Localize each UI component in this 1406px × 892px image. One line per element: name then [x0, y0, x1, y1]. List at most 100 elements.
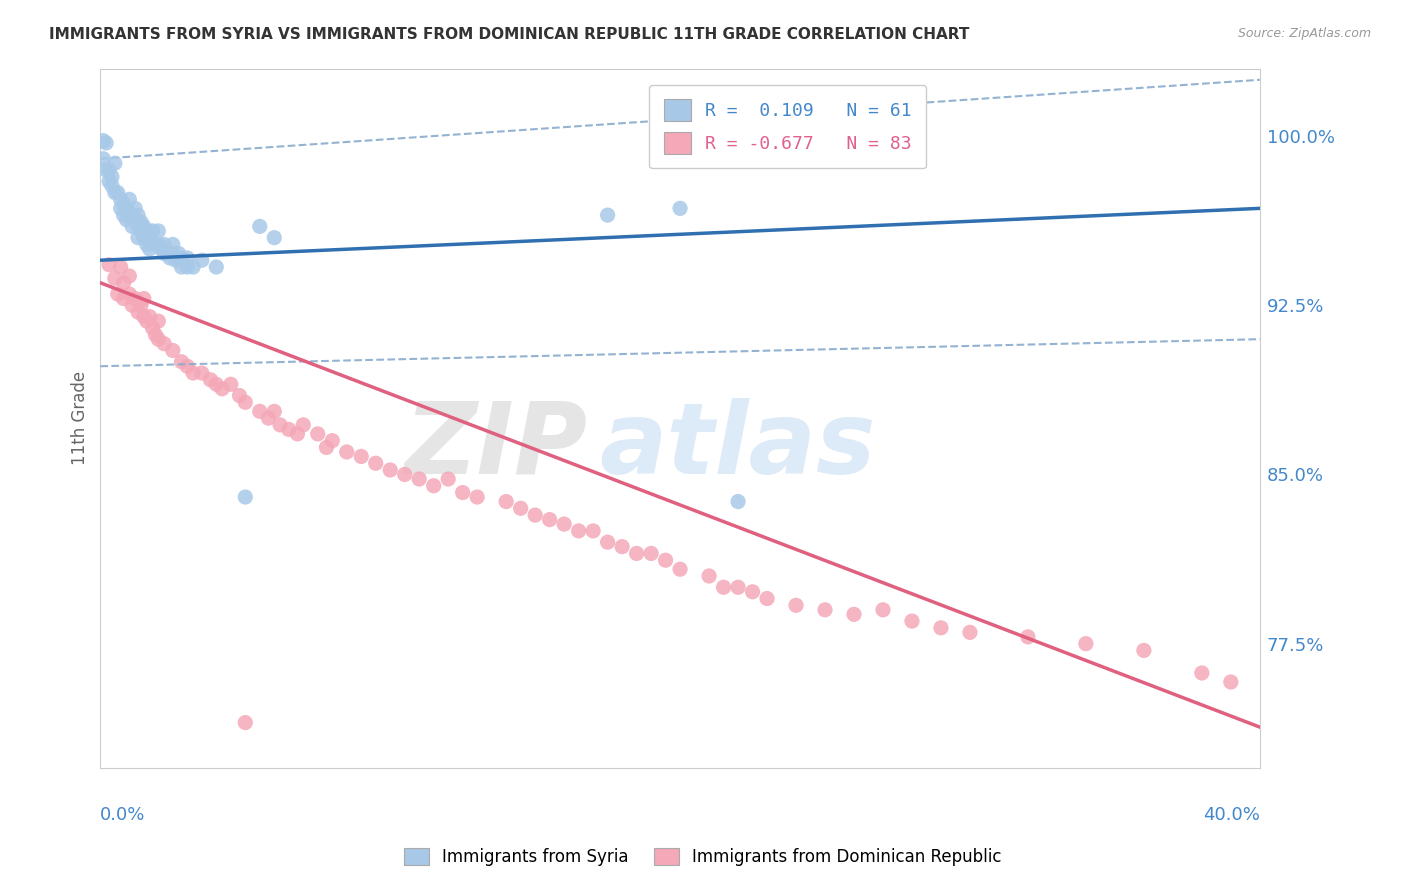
- Point: [727, 580, 749, 594]
- Point: [654, 553, 676, 567]
- Point: [153, 336, 176, 351]
- Point: [596, 535, 619, 549]
- Point: [205, 260, 228, 274]
- Point: [159, 251, 181, 265]
- Point: [1017, 630, 1039, 644]
- Legend: Immigrants from Syria, Immigrants from Dominican Republic: Immigrants from Syria, Immigrants from D…: [396, 840, 1010, 875]
- Text: 40.0%: 40.0%: [1204, 806, 1260, 824]
- Point: [94, 136, 117, 150]
- Point: [107, 287, 129, 301]
- Point: [901, 614, 924, 628]
- Point: [141, 321, 163, 335]
- Point: [156, 246, 179, 260]
- Y-axis label: 11th Grade: 11th Grade: [72, 371, 89, 465]
- Point: [132, 230, 155, 244]
- Point: [112, 208, 135, 222]
- Point: [176, 260, 198, 274]
- Point: [669, 202, 692, 216]
- Point: [263, 404, 285, 418]
- Text: ZIP: ZIP: [405, 398, 588, 494]
- Point: [249, 219, 271, 234]
- Point: [233, 490, 256, 504]
- Point: [170, 260, 193, 274]
- Point: [104, 271, 127, 285]
- Point: [553, 517, 575, 532]
- Point: [228, 388, 250, 402]
- Point: [162, 237, 184, 252]
- Point: [118, 287, 141, 301]
- Point: [98, 174, 121, 188]
- Point: [321, 434, 343, 448]
- Point: [640, 546, 662, 560]
- Point: [132, 292, 155, 306]
- Point: [307, 426, 329, 441]
- Point: [91, 134, 114, 148]
- Point: [292, 417, 315, 432]
- Point: [135, 237, 157, 252]
- Point: [94, 163, 117, 178]
- Point: [124, 292, 146, 306]
- Point: [669, 562, 692, 576]
- Point: [118, 268, 141, 283]
- Point: [110, 202, 132, 216]
- Point: [121, 298, 143, 312]
- Text: 0.0%: 0.0%: [100, 806, 146, 824]
- Point: [495, 494, 517, 508]
- Point: [191, 253, 214, 268]
- Point: [394, 467, 416, 482]
- Point: [104, 156, 127, 170]
- Point: [135, 224, 157, 238]
- Point: [91, 152, 114, 166]
- Point: [1133, 643, 1156, 657]
- Point: [110, 192, 132, 206]
- Point: [842, 607, 865, 622]
- Point: [437, 472, 460, 486]
- Point: [257, 411, 280, 425]
- Point: [263, 230, 285, 244]
- Point: [697, 569, 720, 583]
- Point: [148, 237, 170, 252]
- Point: [200, 373, 222, 387]
- Point: [380, 463, 402, 477]
- Point: [287, 426, 309, 441]
- Point: [582, 524, 605, 538]
- Point: [98, 163, 121, 178]
- Point: [153, 237, 176, 252]
- Point: [315, 441, 337, 455]
- Point: [568, 524, 591, 538]
- Point: [170, 251, 193, 265]
- Point: [124, 202, 146, 216]
- Point: [814, 603, 837, 617]
- Point: [219, 377, 242, 392]
- Point: [145, 327, 167, 342]
- Point: [127, 230, 149, 244]
- Point: [509, 501, 531, 516]
- Point: [124, 212, 146, 227]
- Point: [872, 603, 894, 617]
- Point: [626, 546, 648, 560]
- Point: [121, 208, 143, 222]
- Text: Source: ZipAtlas.com: Source: ZipAtlas.com: [1237, 27, 1371, 40]
- Point: [138, 310, 160, 324]
- Point: [118, 208, 141, 222]
- Point: [101, 178, 124, 193]
- Point: [422, 479, 444, 493]
- Point: [115, 212, 138, 227]
- Point: [336, 445, 359, 459]
- Point: [756, 591, 779, 606]
- Point: [104, 186, 127, 200]
- Point: [127, 208, 149, 222]
- Point: [138, 230, 160, 244]
- Point: [170, 355, 193, 369]
- Point: [249, 404, 271, 418]
- Point: [408, 472, 430, 486]
- Point: [162, 343, 184, 358]
- Point: [98, 258, 121, 272]
- Point: [129, 298, 152, 312]
- Point: [138, 242, 160, 256]
- Point: [112, 292, 135, 306]
- Point: [538, 513, 561, 527]
- Point: [112, 276, 135, 290]
- Point: [145, 237, 167, 252]
- Point: [148, 332, 170, 346]
